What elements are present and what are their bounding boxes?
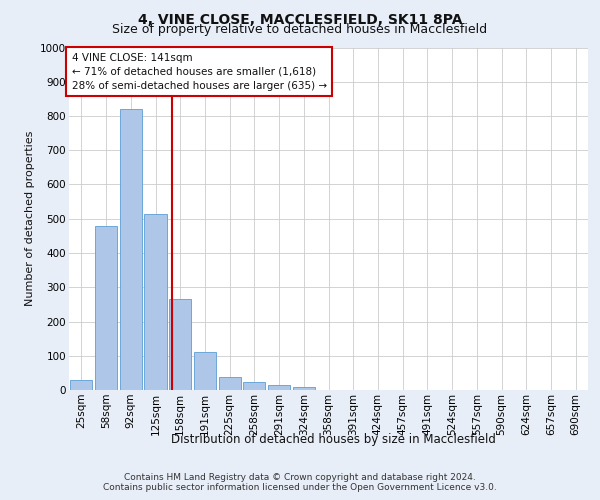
- Bar: [70, 380, 92, 390]
- Text: Distribution of detached houses by size in Macclesfield: Distribution of detached houses by size …: [170, 432, 496, 446]
- Text: Contains public sector information licensed under the Open Government Licence v3: Contains public sector information licen…: [103, 484, 497, 492]
- Bar: [95, 226, 117, 390]
- Bar: [268, 385, 290, 390]
- Bar: [169, 299, 191, 390]
- Text: 4, VINE CLOSE, MACCLESFIELD, SK11 8PA: 4, VINE CLOSE, MACCLESFIELD, SK11 8PA: [138, 12, 462, 26]
- Bar: [119, 109, 142, 390]
- Bar: [194, 352, 216, 390]
- Text: Contains HM Land Registry data © Crown copyright and database right 2024.: Contains HM Land Registry data © Crown c…: [124, 472, 476, 482]
- Bar: [293, 388, 315, 390]
- Text: 4 VINE CLOSE: 141sqm
← 71% of detached houses are smaller (1,618)
28% of semi-de: 4 VINE CLOSE: 141sqm ← 71% of detached h…: [71, 52, 327, 90]
- Text: Size of property relative to detached houses in Macclesfield: Size of property relative to detached ho…: [112, 24, 488, 36]
- Bar: [243, 382, 265, 390]
- Y-axis label: Number of detached properties: Number of detached properties: [25, 131, 35, 306]
- Bar: [145, 214, 167, 390]
- Bar: [218, 377, 241, 390]
